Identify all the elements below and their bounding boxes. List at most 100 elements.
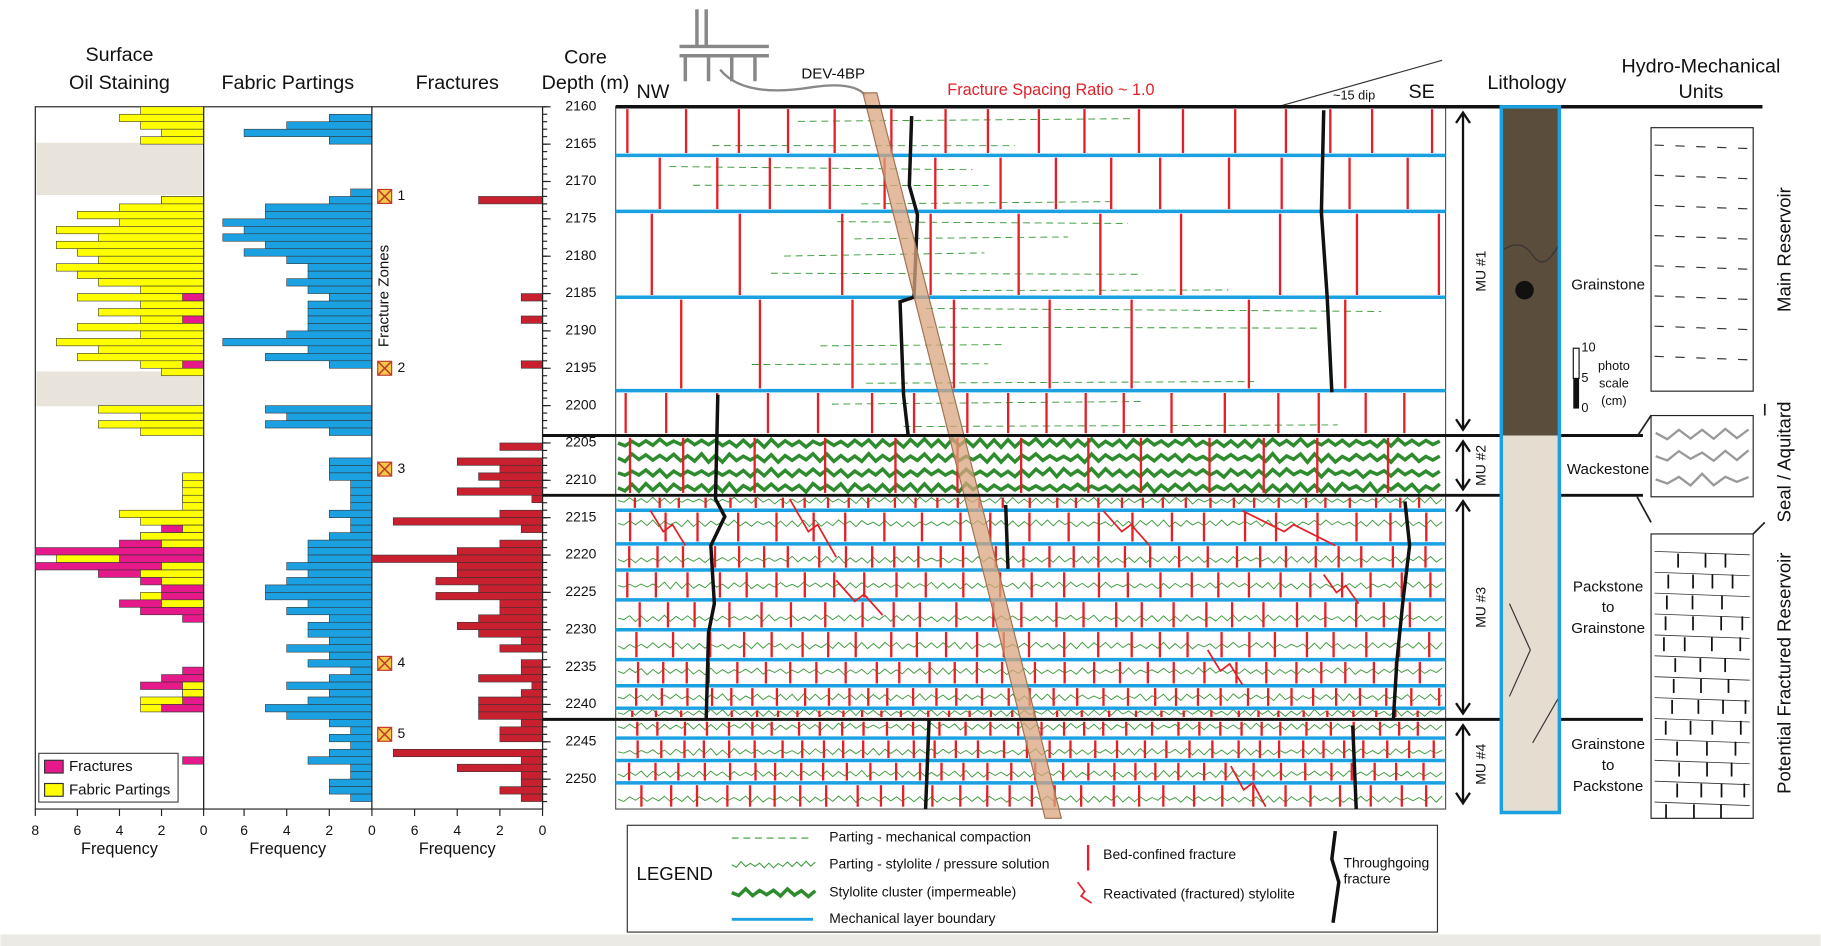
parting-compaction bbox=[926, 326, 1318, 329]
histogram-bar bbox=[307, 621, 373, 631]
lithology-label: Packstone bbox=[1573, 778, 1643, 795]
histogram-bar bbox=[531, 494, 543, 504]
histogram-bar bbox=[499, 599, 543, 608]
fracture-zone-marker bbox=[377, 655, 393, 671]
no-core-band bbox=[36, 371, 203, 407]
histogram-bar bbox=[286, 644, 373, 653]
hydro-layer bbox=[1654, 550, 1750, 556]
histogram-bar bbox=[161, 128, 204, 137]
histogram-bar bbox=[329, 113, 373, 123]
reactivated-stylolite bbox=[1102, 510, 1151, 547]
legend-item: Mechanical layer boundary bbox=[829, 910, 995, 926]
core-photo-light bbox=[1501, 435, 1560, 813]
y-tick-label: 2165 bbox=[565, 135, 596, 151]
hydro-layer bbox=[1654, 634, 1750, 639]
x-tick-label: 4 bbox=[116, 822, 124, 838]
x-tick-label: 2 bbox=[325, 822, 333, 838]
no-core-band bbox=[36, 142, 203, 196]
depth-axis-title: Core bbox=[564, 46, 607, 68]
mu-label: MU #2 bbox=[1472, 445, 1488, 486]
y-tick-label: 2210 bbox=[565, 471, 596, 487]
histogram-bar bbox=[140, 300, 204, 309]
histogram-bar bbox=[182, 480, 204, 489]
histogram-bar bbox=[140, 607, 204, 616]
stylolite bbox=[617, 667, 1443, 676]
hydro-title: Hydro-Mechanical bbox=[1622, 56, 1781, 78]
histogram-bar bbox=[182, 614, 204, 623]
histogram-bar bbox=[307, 345, 373, 354]
histogram-bar bbox=[478, 704, 543, 713]
histogram-bar bbox=[182, 689, 204, 698]
hydro-layer bbox=[1654, 204, 1750, 210]
y-tick-label: 2245 bbox=[565, 732, 596, 748]
hydro-layer bbox=[1654, 144, 1750, 150]
legend-frame bbox=[626, 824, 1439, 933]
histogram-bar bbox=[119, 203, 204, 212]
histogram-bar bbox=[307, 696, 373, 705]
histogram-bar bbox=[499, 539, 543, 548]
histogram-bar bbox=[350, 666, 373, 675]
histogram-bar bbox=[371, 554, 543, 563]
histogram-bar bbox=[456, 569, 543, 578]
depth-axis-title: Depth (m) bbox=[542, 72, 630, 94]
histogram-bar bbox=[329, 532, 373, 541]
throughgoing-fracture bbox=[704, 394, 727, 720]
histogram-bar bbox=[286, 412, 373, 421]
histogram-bar bbox=[182, 524, 204, 533]
histogram-bar bbox=[478, 584, 543, 593]
histogram-bar bbox=[161, 539, 204, 548]
reactivated-stylolite bbox=[789, 498, 837, 558]
histogram-bar bbox=[499, 442, 543, 451]
histogram-bar bbox=[98, 308, 204, 317]
histogram-bar bbox=[35, 547, 204, 556]
legend-item: Reactivated (fractured) stylolite bbox=[1103, 886, 1295, 902]
y-tick-label: 2200 bbox=[565, 396, 596, 412]
x-tick-label: 2 bbox=[158, 822, 166, 838]
histogram-bar bbox=[329, 457, 373, 466]
histogram-bar bbox=[77, 353, 204, 362]
lithology-label: to bbox=[1602, 599, 1615, 616]
reactivated-stylolite bbox=[1242, 509, 1336, 547]
legend-swatch bbox=[731, 860, 816, 869]
hydro-layer bbox=[1654, 759, 1750, 765]
zone-label: 2 bbox=[397, 359, 405, 375]
parting-compaction bbox=[866, 381, 1255, 384]
lithology-label: Packstone bbox=[1573, 578, 1643, 595]
histogram-bar bbox=[140, 330, 204, 339]
x-tick-label: 6 bbox=[411, 822, 419, 838]
x-axis-label: Frequency bbox=[419, 840, 497, 858]
histogram-bar bbox=[329, 465, 373, 474]
se-label: SE bbox=[1408, 81, 1434, 103]
histogram-bar bbox=[520, 778, 543, 787]
histogram-bar bbox=[456, 487, 543, 496]
histogram-bar bbox=[265, 353, 373, 362]
zone-label: 5 bbox=[397, 725, 405, 741]
histogram-bar bbox=[265, 240, 373, 250]
hydro-box bbox=[1650, 127, 1754, 392]
zone-label: 1 bbox=[397, 187, 405, 203]
parting-compaction bbox=[861, 201, 1117, 205]
histogram-bar bbox=[329, 786, 373, 795]
hydro-layer bbox=[1654, 801, 1750, 806]
histogram-bar bbox=[520, 636, 543, 645]
zone-cross bbox=[377, 360, 393, 376]
histogram-bar bbox=[161, 562, 204, 571]
histogram-bar bbox=[265, 405, 373, 414]
hydro-layer bbox=[1654, 676, 1750, 681]
parting-compaction bbox=[837, 221, 1128, 224]
histogram-bar bbox=[182, 293, 204, 302]
drilling-rig bbox=[679, 9, 867, 96]
histogram-bar bbox=[161, 599, 204, 608]
histogram-bar bbox=[520, 689, 543, 698]
histogram-bar bbox=[456, 763, 543, 772]
y-tick-label: 2185 bbox=[565, 284, 596, 300]
legend-item: Stylolite cluster (impermeable) bbox=[829, 883, 1016, 899]
histogram-bar bbox=[182, 487, 204, 496]
x-tick-label: 6 bbox=[240, 822, 248, 838]
reactivated-stylolite bbox=[1230, 765, 1267, 808]
histogram-bar bbox=[286, 278, 373, 287]
mu-label: MU #3 bbox=[1472, 587, 1488, 628]
histogram-bar bbox=[350, 726, 373, 735]
y-tick-label: 2180 bbox=[565, 247, 596, 263]
mu-label: MU #1 bbox=[1472, 250, 1488, 291]
